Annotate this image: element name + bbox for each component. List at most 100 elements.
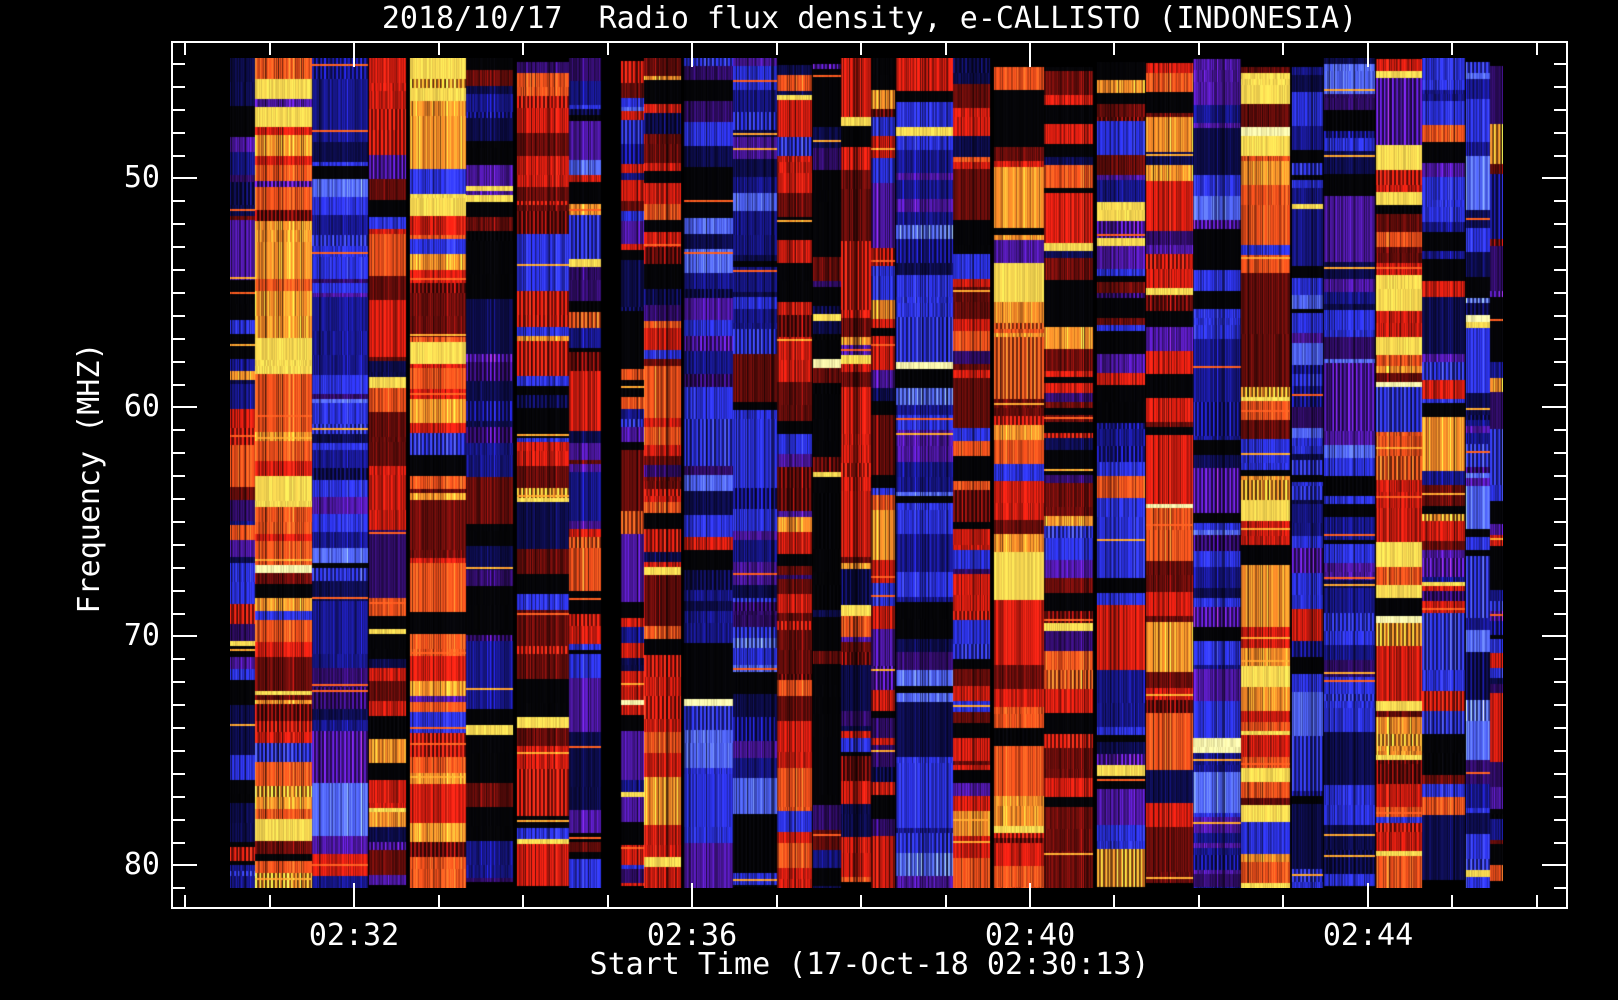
x-minor-tick [1282,43,1284,55]
y-minor-tick [1554,887,1566,889]
y-minor-tick [173,498,185,500]
x-minor-tick [1198,895,1200,907]
y-minor-tick [1554,590,1566,592]
y-minor-tick [1554,452,1566,454]
y-minor-tick [1554,361,1566,363]
x-tick-label: 02:32 [308,918,400,953]
y-minor-tick [173,750,185,752]
y-minor-tick [173,842,185,844]
x-tick-label: 02:44 [1322,918,1414,953]
y-minor-tick [1554,842,1566,844]
y-minor-tick [173,384,185,386]
y-minor-tick [173,567,185,569]
x-minor-tick [184,43,186,55]
x-major-tick [691,883,693,907]
y-minor-tick [1554,819,1566,821]
x-minor-tick [1451,895,1453,907]
y-minor-tick [173,475,185,477]
x-minor-tick [945,895,947,907]
y-major-tick [1542,406,1566,408]
y-tick-label: 80 [123,847,160,882]
x-minor-tick [945,43,947,55]
y-minor-tick [173,773,185,775]
y-major-tick [173,406,197,408]
x-major-tick [1029,43,1031,67]
y-minor-tick [1554,475,1566,477]
y-minor-tick [1554,773,1566,775]
y-minor-tick [1554,246,1566,248]
y-minor-tick [173,544,185,546]
y-minor-tick [1554,132,1566,134]
y-minor-tick [1554,63,1566,65]
y-minor-tick [1554,315,1566,317]
y-minor-tick [173,200,185,202]
y-minor-tick [1554,269,1566,271]
x-minor-tick [1536,43,1538,55]
x-major-tick [691,43,693,67]
x-minor-tick [607,43,609,55]
y-minor-tick [173,63,185,65]
x-minor-tick [522,895,524,907]
y-minor-tick [1554,292,1566,294]
x-major-tick [1367,43,1369,67]
y-major-tick [1542,635,1566,637]
x-minor-tick [776,43,778,55]
y-tick-label: 70 [123,618,160,653]
y-minor-tick [173,658,185,660]
y-minor-tick [173,521,185,523]
y-minor-tick [1554,429,1566,431]
x-minor-tick [1113,43,1115,55]
y-tick-label: 60 [123,389,160,424]
x-major-tick [1029,883,1031,907]
x-major-tick [353,43,355,67]
x-minor-tick [607,895,609,907]
y-minor-tick [1554,796,1566,798]
x-axis-title: Start Time (17-Oct-18 02:30:13) [589,947,1150,982]
y-minor-tick [173,86,185,88]
x-minor-tick [860,43,862,55]
y-minor-tick [1554,86,1566,88]
y-minor-tick [173,887,185,889]
y-minor-tick [173,796,185,798]
y-minor-tick [173,269,185,271]
y-minor-tick [173,429,185,431]
plot-frame [171,41,1568,909]
y-minor-tick [173,681,185,683]
y-minor-tick [173,109,185,111]
y-minor-tick [1554,727,1566,729]
y-minor-tick [1554,521,1566,523]
y-minor-tick [1554,750,1566,752]
x-tick-label: 02:36 [646,918,738,953]
x-minor-tick [1536,895,1538,907]
y-minor-tick [1554,498,1566,500]
y-minor-tick [1554,384,1566,386]
y-minor-tick [173,132,185,134]
x-minor-tick [269,43,271,55]
y-minor-tick [173,338,185,340]
y-minor-tick [1554,109,1566,111]
y-major-tick [173,177,197,179]
y-minor-tick [173,727,185,729]
y-major-tick [1542,177,1566,179]
y-minor-tick [1554,613,1566,615]
y-major-tick [1542,864,1566,866]
x-minor-tick [1198,43,1200,55]
x-minor-tick [522,43,524,55]
x-minor-tick [438,895,440,907]
y-minor-tick [173,223,185,225]
x-minor-tick [860,895,862,907]
y-minor-tick [173,613,185,615]
y-minor-tick [173,361,185,363]
y-minor-tick [1554,544,1566,546]
x-minor-tick [269,895,271,907]
y-minor-tick [1554,567,1566,569]
spectrogram-canvas [230,58,1503,888]
y-minor-tick [173,292,185,294]
x-minor-tick [776,895,778,907]
y-minor-tick [1554,200,1566,202]
x-tick-label: 02:40 [984,918,1076,953]
y-minor-tick [173,819,185,821]
y-axis-title: Frequency (MHZ) [72,342,107,614]
y-minor-tick [1554,658,1566,660]
